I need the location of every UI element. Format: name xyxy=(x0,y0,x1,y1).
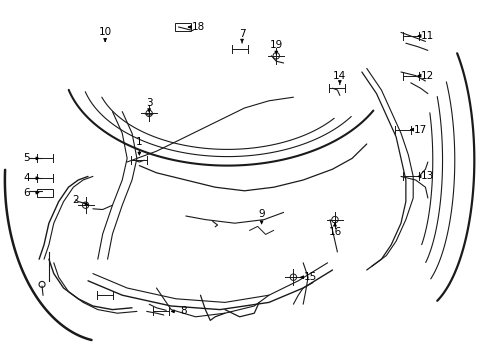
Text: 19: 19 xyxy=(269,40,283,50)
Text: 13: 13 xyxy=(420,171,434,181)
Text: 7: 7 xyxy=(238,29,245,39)
Text: 12: 12 xyxy=(420,71,434,81)
Text: 10: 10 xyxy=(99,27,111,37)
Text: 16: 16 xyxy=(327,227,341,237)
Text: 1: 1 xyxy=(136,137,142,147)
Text: 6: 6 xyxy=(23,188,30,198)
Text: 2: 2 xyxy=(72,195,79,205)
Text: 11: 11 xyxy=(420,31,434,41)
Text: 18: 18 xyxy=(191,22,204,32)
Bar xyxy=(175,23,191,31)
Text: 9: 9 xyxy=(258,209,264,219)
Text: 17: 17 xyxy=(413,125,427,135)
Text: 15: 15 xyxy=(303,272,317,282)
Bar xyxy=(37,189,53,197)
Text: 8: 8 xyxy=(180,306,186,316)
Text: 3: 3 xyxy=(145,98,152,108)
Text: 14: 14 xyxy=(332,71,346,81)
Text: 5: 5 xyxy=(23,153,30,163)
Text: 4: 4 xyxy=(23,173,30,183)
